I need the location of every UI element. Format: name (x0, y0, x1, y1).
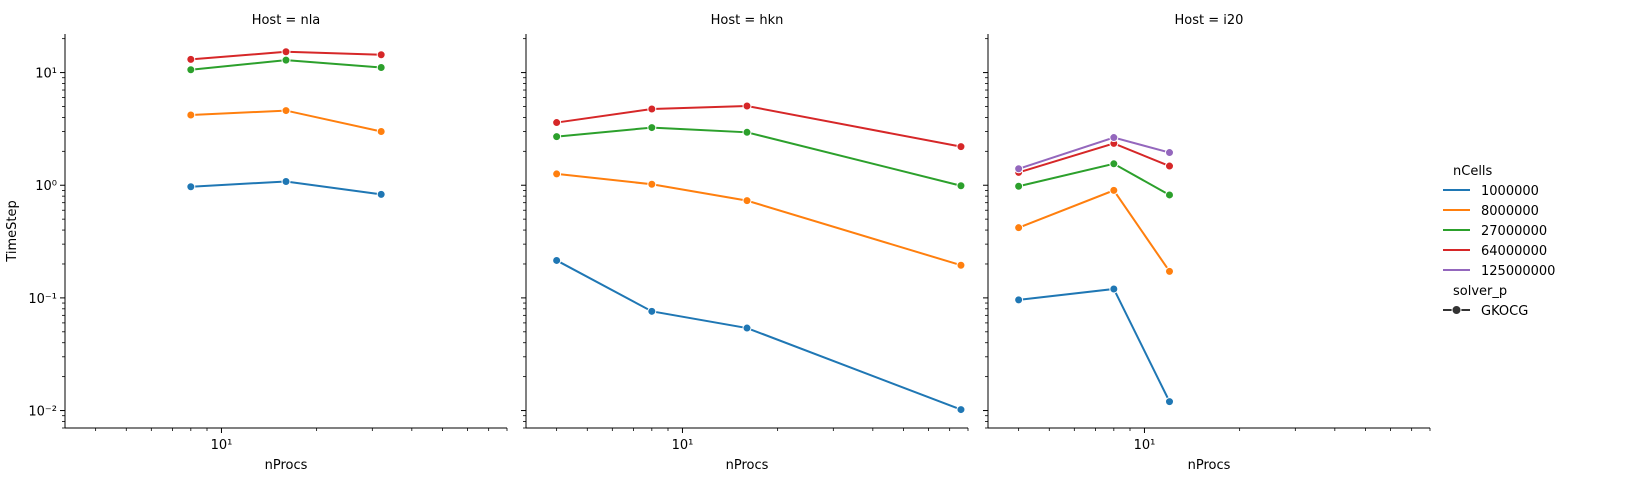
y-tick-label: 10⁻¹ (28, 292, 57, 307)
data-point (281, 55, 291, 65)
data-point (1109, 133, 1119, 143)
data-point (552, 255, 562, 265)
data-point (552, 118, 562, 128)
data-point (1164, 148, 1174, 158)
legend-title-solver: solver_p (1453, 284, 1507, 299)
data-point (281, 176, 291, 186)
series-line-64000000 (556, 104, 962, 148)
data-point (1109, 159, 1119, 169)
legend-style-marker (1451, 305, 1462, 315)
panel-title: Host = nla (252, 13, 321, 28)
data-point (1164, 266, 1174, 276)
data-point (1014, 295, 1024, 305)
data-point (186, 182, 196, 192)
data-point (1164, 161, 1174, 171)
y-axis-label: TimeStep (5, 200, 20, 262)
data-point (1109, 284, 1119, 294)
series-line-1000000 (1018, 287, 1171, 403)
data-point (647, 179, 657, 189)
legend-entry-label: GKOCG (1481, 304, 1528, 319)
legend-entry-label: 1000000 (1481, 184, 1539, 199)
chart-legend: nCells 1000000 8000000 27000000 64000000 1250… (1443, 164, 1555, 319)
series-line-27000000 (556, 126, 962, 187)
data-point (1109, 185, 1119, 195)
data-point (376, 62, 386, 72)
data-point (552, 169, 562, 179)
data-point (742, 101, 752, 111)
series-line-27000000 (1018, 162, 1170, 196)
facet-panel-1: Host = hkn nProcs 10¹ (521, 13, 969, 473)
x-tick-label: 10¹ (672, 438, 694, 453)
data-point (1164, 190, 1174, 200)
x-axis-label: nProcs (726, 458, 769, 473)
legend-entry-label: 125000000 (1481, 264, 1555, 279)
data-point (647, 104, 657, 114)
chart-panels: Host = nla nProcs 10¹ 10⁻² 10⁻¹ 10⁰ 10¹ TimeSte… (5, 13, 1431, 473)
data-point (186, 54, 196, 64)
data-point (281, 106, 291, 116)
data-point (742, 127, 752, 137)
x-tick-label: 10¹ (1134, 438, 1156, 453)
data-point (376, 189, 386, 199)
x-axis-label: nProcs (1188, 458, 1231, 473)
data-point (552, 132, 562, 142)
facet-panel-0: Host = nla nProcs 10¹ 10⁻² 10⁻¹ 10⁰ 10¹ TimeSte… (5, 13, 508, 473)
series-line-1000000 (556, 259, 962, 411)
legend-entry-label: 8000000 (1481, 204, 1539, 219)
facet-panel-2: Host = i20 nProcs 10¹ (983, 13, 1431, 473)
panel-title: Host = hkn (711, 13, 784, 28)
legend-title-ncells: nCells (1453, 164, 1493, 179)
data-point (1014, 181, 1024, 191)
data-point (186, 65, 196, 75)
y-tick-label: 10⁰ (35, 179, 57, 194)
data-point (742, 323, 752, 333)
y-tick-label: 10⁻² (28, 405, 57, 420)
data-point (1014, 223, 1024, 233)
data-point (1014, 164, 1024, 174)
x-axis-label: nProcs (265, 458, 308, 473)
panel-title: Host = i20 (1175, 13, 1244, 28)
series-line-8000000 (1018, 189, 1171, 272)
data-point (956, 181, 966, 191)
data-point (742, 196, 752, 206)
data-point (956, 142, 966, 152)
data-point (281, 47, 291, 57)
x-tick-label: 10¹ (211, 438, 233, 453)
data-point (956, 260, 966, 270)
legend-entry-label: 64000000 (1481, 244, 1547, 259)
legend-entry-label: 27000000 (1481, 224, 1547, 239)
data-point (376, 50, 386, 60)
data-point (647, 123, 657, 133)
data-point (647, 306, 657, 316)
data-point (1164, 397, 1174, 407)
y-tick-label: 10¹ (35, 67, 57, 82)
series-line-125000000 (1018, 136, 1170, 170)
data-point (376, 126, 386, 136)
data-point (186, 110, 196, 120)
data-point (956, 405, 966, 415)
series-line-8000000 (556, 172, 962, 267)
